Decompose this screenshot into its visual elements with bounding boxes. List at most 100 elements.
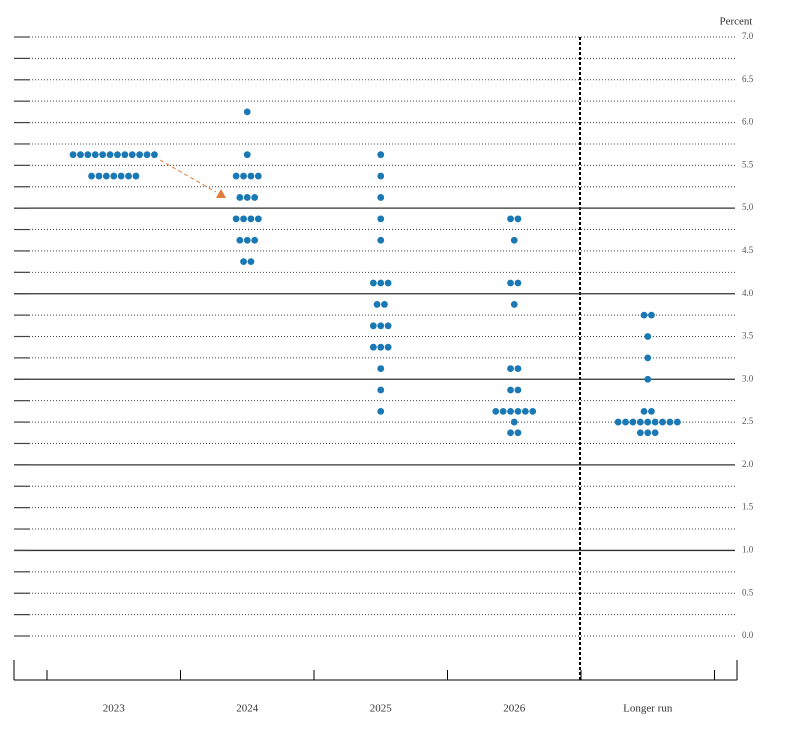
dot [514,407,522,415]
dot [507,215,514,223]
dot [648,311,655,319]
dot [251,194,259,201]
dot [114,151,121,159]
dot [521,407,529,415]
dot [529,407,537,415]
dot [247,258,255,266]
dot [514,429,522,437]
dot [377,279,385,287]
y-tick-label: 5.0 [742,202,754,212]
dot [240,258,247,266]
dot [499,407,507,415]
y-tick-label: 0.0 [742,630,754,640]
x-tick-label: Longer run [623,703,673,715]
dot [69,151,77,159]
dot [507,279,514,287]
dot [369,343,377,351]
dot [377,236,385,244]
y-axis-label: Percent [720,16,753,28]
dot [614,418,622,426]
dot [236,236,244,244]
dot [254,172,262,180]
dot [102,172,110,180]
x-tick-label: 2025 [370,703,393,715]
dot [243,236,251,244]
y-tick-label: 3.5 [742,331,754,341]
y-tick-label: 6.0 [742,117,754,127]
dot [648,407,655,415]
dot [243,194,251,201]
prior-median-marker [216,189,226,198]
dot [106,151,114,159]
dot [510,236,518,244]
dot [384,279,392,287]
y-tick-label: 4.0 [742,288,754,298]
dot [128,151,136,159]
dot [240,215,247,223]
dot [99,151,107,159]
dot [644,429,652,437]
dot [673,418,681,426]
dot [514,215,522,223]
dot [384,322,392,330]
dot [377,407,385,415]
dot [644,333,652,340]
dot [507,407,514,415]
dot [77,151,84,159]
y-tick-label: 3.0 [742,373,754,383]
dot [240,172,247,180]
dot [243,151,251,159]
median-shift-arrow [159,159,217,193]
dot [251,236,259,244]
dot [132,172,140,180]
dot [84,151,92,159]
dot [640,407,648,415]
dot [377,194,385,201]
dot [514,279,522,287]
dot [644,354,652,362]
y-tick-label: 1.5 [742,502,754,512]
dot [369,279,377,287]
dot [377,172,385,180]
dot [514,386,522,394]
dot [377,215,385,223]
dot [381,301,388,308]
dot [151,151,158,159]
dot [629,418,637,426]
y-tick-label: 5.5 [742,159,754,169]
dot [110,172,118,180]
dot [651,429,659,437]
dot [377,151,385,159]
dot [247,215,255,223]
dot [514,365,522,372]
dot [507,386,514,394]
y-tick-label: 7.0 [742,31,754,41]
dot [232,215,240,223]
dot [254,215,262,223]
dot [95,172,103,180]
dot [373,301,381,308]
y-tick-label: 4.5 [742,245,754,255]
dot [622,418,629,426]
dot [369,322,377,330]
x-tick-label: 2026 [503,703,526,715]
dot [247,172,255,180]
y-tick-label: 2.5 [742,416,754,426]
dot [636,429,644,437]
dot [377,365,385,372]
y-tick-label: 6.5 [742,74,754,84]
dot [91,151,99,159]
dot [125,172,132,180]
dot [644,375,652,383]
y-tick-label: 1.0 [742,544,754,554]
dot [143,151,151,159]
dot [117,172,125,180]
y-tick-label: 0.5 [742,587,754,597]
dot [136,151,144,159]
dot [236,194,244,201]
dot [377,322,385,330]
dot [232,172,240,180]
dot [636,418,644,426]
x-tick-label: 2024 [236,703,259,715]
